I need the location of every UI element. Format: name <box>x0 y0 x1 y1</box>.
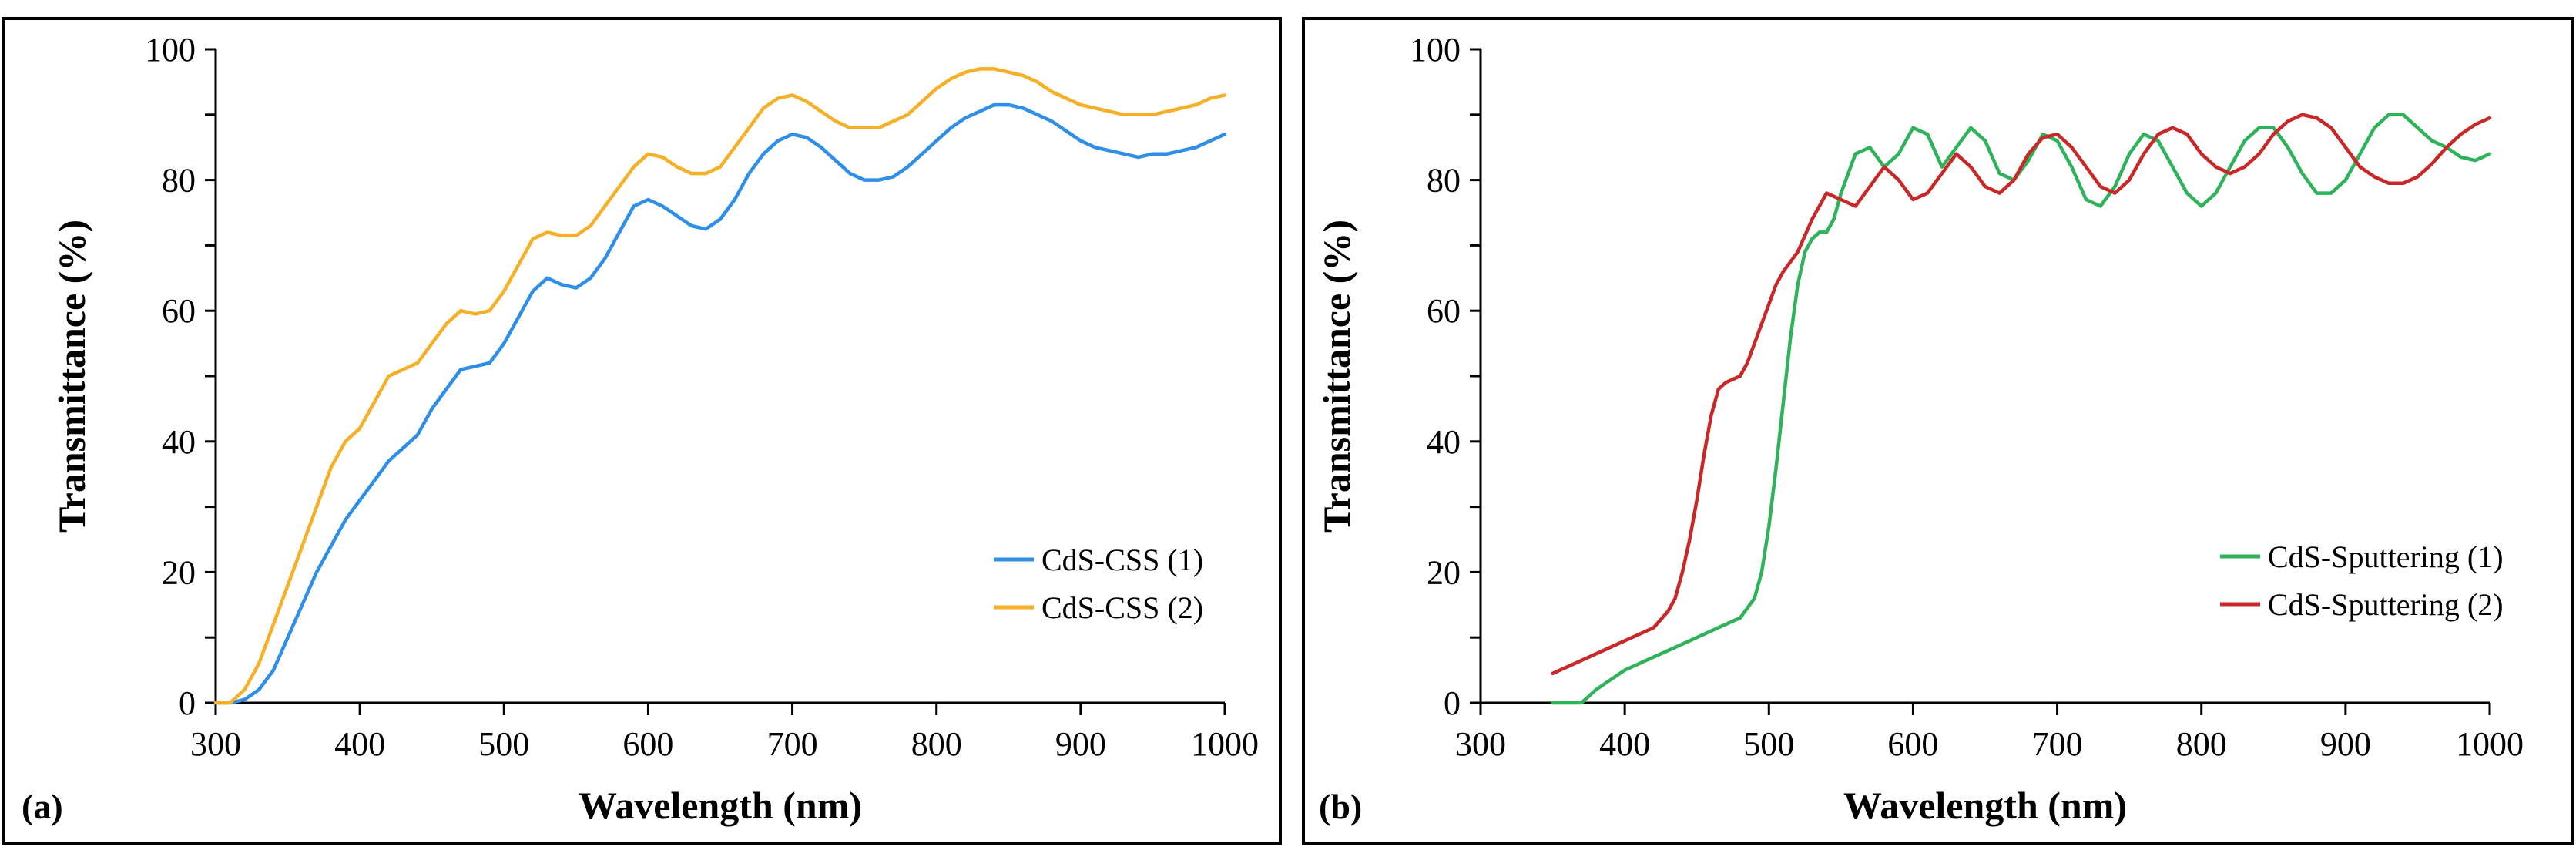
panel-a-x-tick-label: 900 <box>1055 725 1106 763</box>
panel-b-x-tick-label: 900 <box>2320 725 2371 763</box>
panel-a-x-tick-label: 500 <box>478 725 529 763</box>
panel-a-x-tick-label: 1000 <box>1191 725 1259 763</box>
panel-b-x-tick-label: 800 <box>2176 725 2227 763</box>
panel-a-chart: 0 20 40 60 80 100 300 400 500 600 700 800 900 1000 Wav… <box>22 31 1259 827</box>
panel-a-x-axis-label: Wavelength (nm) <box>579 784 862 827</box>
panel-a-y-tick-label: 20 <box>162 553 196 591</box>
panel-b-chart: 0 20 40 60 80 100 300 400 500 600 700 800 900 1000 Wav… <box>1315 31 2524 827</box>
panel-b-x-tick-label: 600 <box>1887 725 1938 763</box>
panel-b-x-axis-label: Wavelength (nm) <box>1843 784 2127 827</box>
panel-b-x-tick-label: 1000 <box>2456 725 2524 763</box>
panel-b-x-tick-label: 700 <box>2032 725 2083 763</box>
panel-a-x-tick-label: 300 <box>190 725 241 763</box>
panel-a-x-tick-label: 600 <box>622 725 673 763</box>
panel-b-legend-label-2: CdS-Sputtering (2) <box>2268 587 2504 622</box>
panel-a-y-tick-label: 0 <box>179 684 196 722</box>
panel-b-panel-label: (b) <box>1319 787 1362 826</box>
panel-b-x-tick-label: 300 <box>1455 725 1506 763</box>
panel-b-y-axis-label: Transmittance (%) <box>1315 220 1358 533</box>
panel-a-y-tick-label: 60 <box>162 292 196 330</box>
panel-b-y-tick-label: 40 <box>1427 423 1461 461</box>
panel-a-y-tick-label: 80 <box>162 162 196 200</box>
panel-a-panel-label: (a) <box>22 787 63 826</box>
panel-b-legend-label-1: CdS-Sputtering (1) <box>2268 539 2504 574</box>
panel-b-y-tick-label: 20 <box>1427 553 1461 591</box>
panel-b-y-tick-label: 100 <box>1410 31 1461 69</box>
panel-a-x-tick-label: 800 <box>911 725 962 763</box>
panel-b-frame <box>1302 17 2574 845</box>
panel-b-y-tick-label: 60 <box>1427 292 1461 330</box>
panel-a-series-line-1 <box>213 102 1227 705</box>
panel-a-y-axis-label: Transmittance (%) <box>50 220 93 533</box>
panel-b-y-tick-label: 0 <box>1444 684 1461 722</box>
panel-b-x-tick-label: 500 <box>1743 725 1794 763</box>
panel-a-y-tick-label: 100 <box>145 31 196 69</box>
panel-b-y-tick-label: 80 <box>1427 162 1461 200</box>
panel-a-series-line-2 <box>213 67 1227 705</box>
panel-a-legend-label-1: CdS-CSS (1) <box>1041 543 1203 577</box>
panel-b-series-line-1 <box>1551 113 2492 705</box>
panel-a-x-tick-label: 700 <box>767 725 818 763</box>
panel-b-series-line-2 <box>1551 113 2492 676</box>
panel-b-x-tick-label: 400 <box>1599 725 1650 763</box>
panel-a-legend-label-2: CdS-CSS (2) <box>1041 590 1203 625</box>
panel-a-y-tick-label: 40 <box>162 423 196 461</box>
panel-a-x-tick-label: 400 <box>334 725 385 763</box>
